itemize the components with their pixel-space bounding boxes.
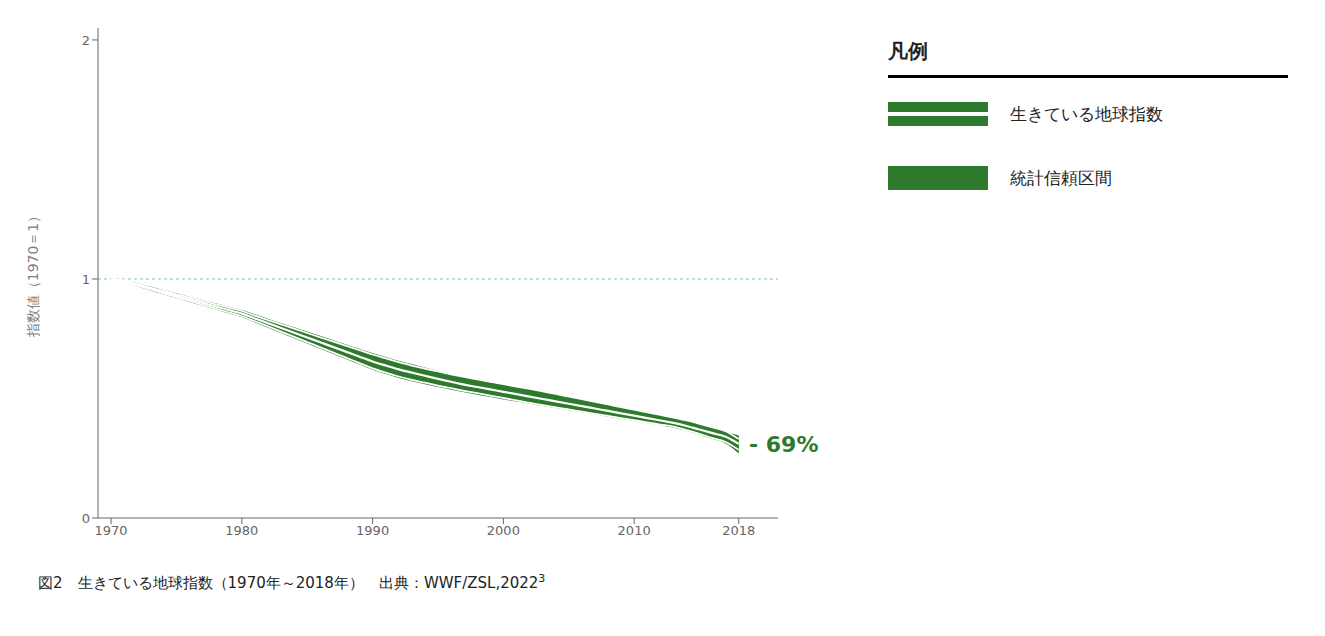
svg-text:2018: 2018 <box>722 523 755 538</box>
svg-text:2000: 2000 <box>487 523 520 538</box>
html-text:3: 3 <box>538 572 546 585</box>
svg-text:2010: 2010 <box>618 523 651 538</box>
svg-text:2: 2 <box>82 33 90 48</box>
svg-text:指数値（1970＝1）: 指数値（1970＝1） <box>25 209 41 339</box>
svg-text:- 69%: - 69% <box>749 432 818 457</box>
svg-text:1990: 1990 <box>356 523 389 538</box>
svg-text:1980: 1980 <box>225 523 258 538</box>
html-text:図2 生きている地球指数（1970年～2018年） 出典：W: 図2 生きている地球指数（1970年～2018年） 出典：WWF/ZSL,202… <box>38 574 539 592</box>
svg-text:1970: 1970 <box>95 523 128 538</box>
svg-text:0: 0 <box>82 511 90 526</box>
html-text:統計信頼区間: 統計信頼区間 <box>1010 167 1112 188</box>
svg-text:1: 1 <box>82 272 90 287</box>
html-text:生きている地球指数: 生きている地球指数 <box>1010 103 1163 124</box>
html-text:凡例: 凡例 <box>888 39 928 63</box>
